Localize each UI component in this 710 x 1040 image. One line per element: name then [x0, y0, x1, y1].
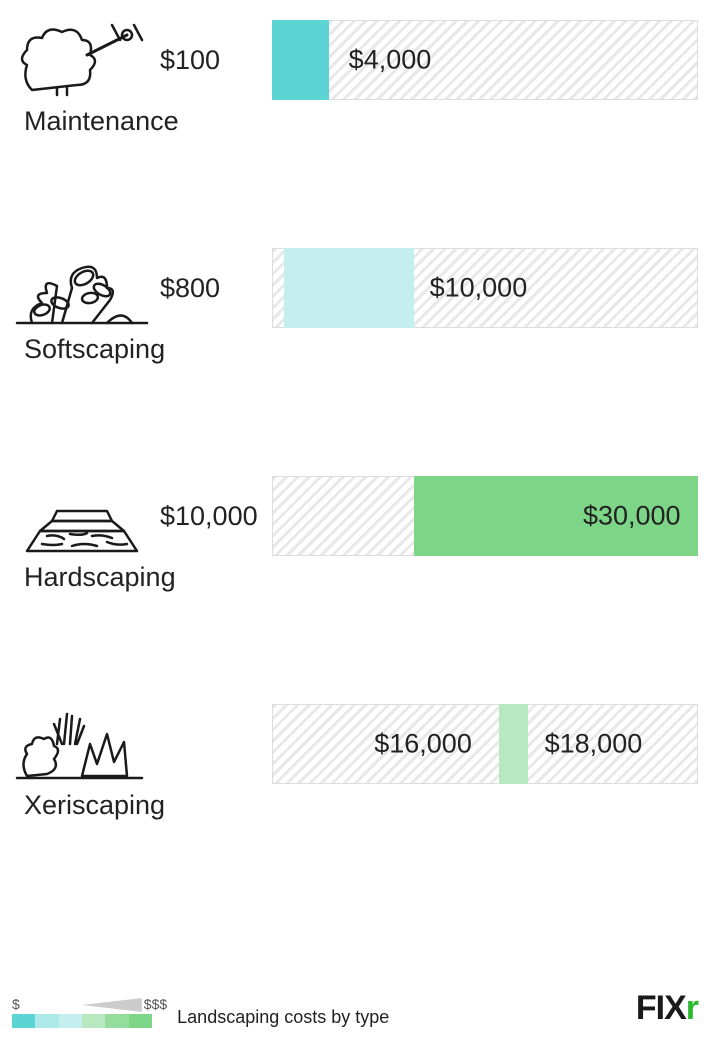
legend-gradient-triangle: [22, 998, 142, 1012]
row-softscaping: $800 Softscaping $10,000: [12, 248, 698, 368]
label-maintenance: Maintenance: [24, 106, 272, 137]
softscaping-icon: [12, 248, 152, 328]
high-price-maintenance: $4,000: [349, 45, 432, 76]
legend-high: $$$: [144, 996, 167, 1012]
row-maintenance: $100 Maintenance $4,000: [12, 20, 698, 140]
bar-xeriscaping: $16,000 $18,000: [272, 704, 698, 784]
bar-softscaping: $10,000: [272, 248, 698, 328]
bar-bg-maintenance: [272, 20, 698, 100]
footer: $ $$$ Landscaping costs by type FIXr: [12, 989, 698, 1028]
xeriscaping-icon: [12, 704, 152, 784]
bar-maintenance: $4,000: [272, 20, 698, 100]
legend-color-bar: [12, 1014, 152, 1028]
bar-fill-maintenance: [272, 20, 329, 100]
label-xeriscaping: Xeriscaping: [24, 790, 272, 821]
maintenance-icon: [12, 20, 152, 100]
low-price-xeriscaping: $16,000: [374, 729, 472, 760]
fixr-logo: FIXr: [636, 989, 698, 1028]
bar-hardscaping: $30,000: [272, 476, 698, 556]
hardscaping-icon: [12, 476, 152, 556]
high-price-xeriscaping: $18,000: [545, 729, 643, 760]
label-hardscaping: Hardscaping: [24, 562, 272, 593]
bar-fill-softscaping: [284, 248, 414, 328]
low-price-hardscaping: $10,000: [160, 501, 258, 532]
cost-scale-legend: $ $$$: [12, 996, 167, 1028]
legend-low: $: [12, 996, 20, 1012]
low-price-softscaping: $800: [160, 273, 220, 304]
high-price-softscaping: $10,000: [430, 273, 528, 304]
bar-fill-xeriscaping: [499, 704, 528, 784]
row-hardscaping: $10,000 Hardscaping $30,000: [12, 476, 698, 596]
high-price-hardscaping: $30,000: [583, 501, 681, 532]
row-xeriscaping: Xeriscaping $16,000 $18,000: [12, 704, 698, 824]
label-softscaping: Softscaping: [24, 334, 272, 365]
chart-title: Landscaping costs by type: [177, 1007, 389, 1028]
low-price-maintenance: $100: [160, 45, 220, 76]
